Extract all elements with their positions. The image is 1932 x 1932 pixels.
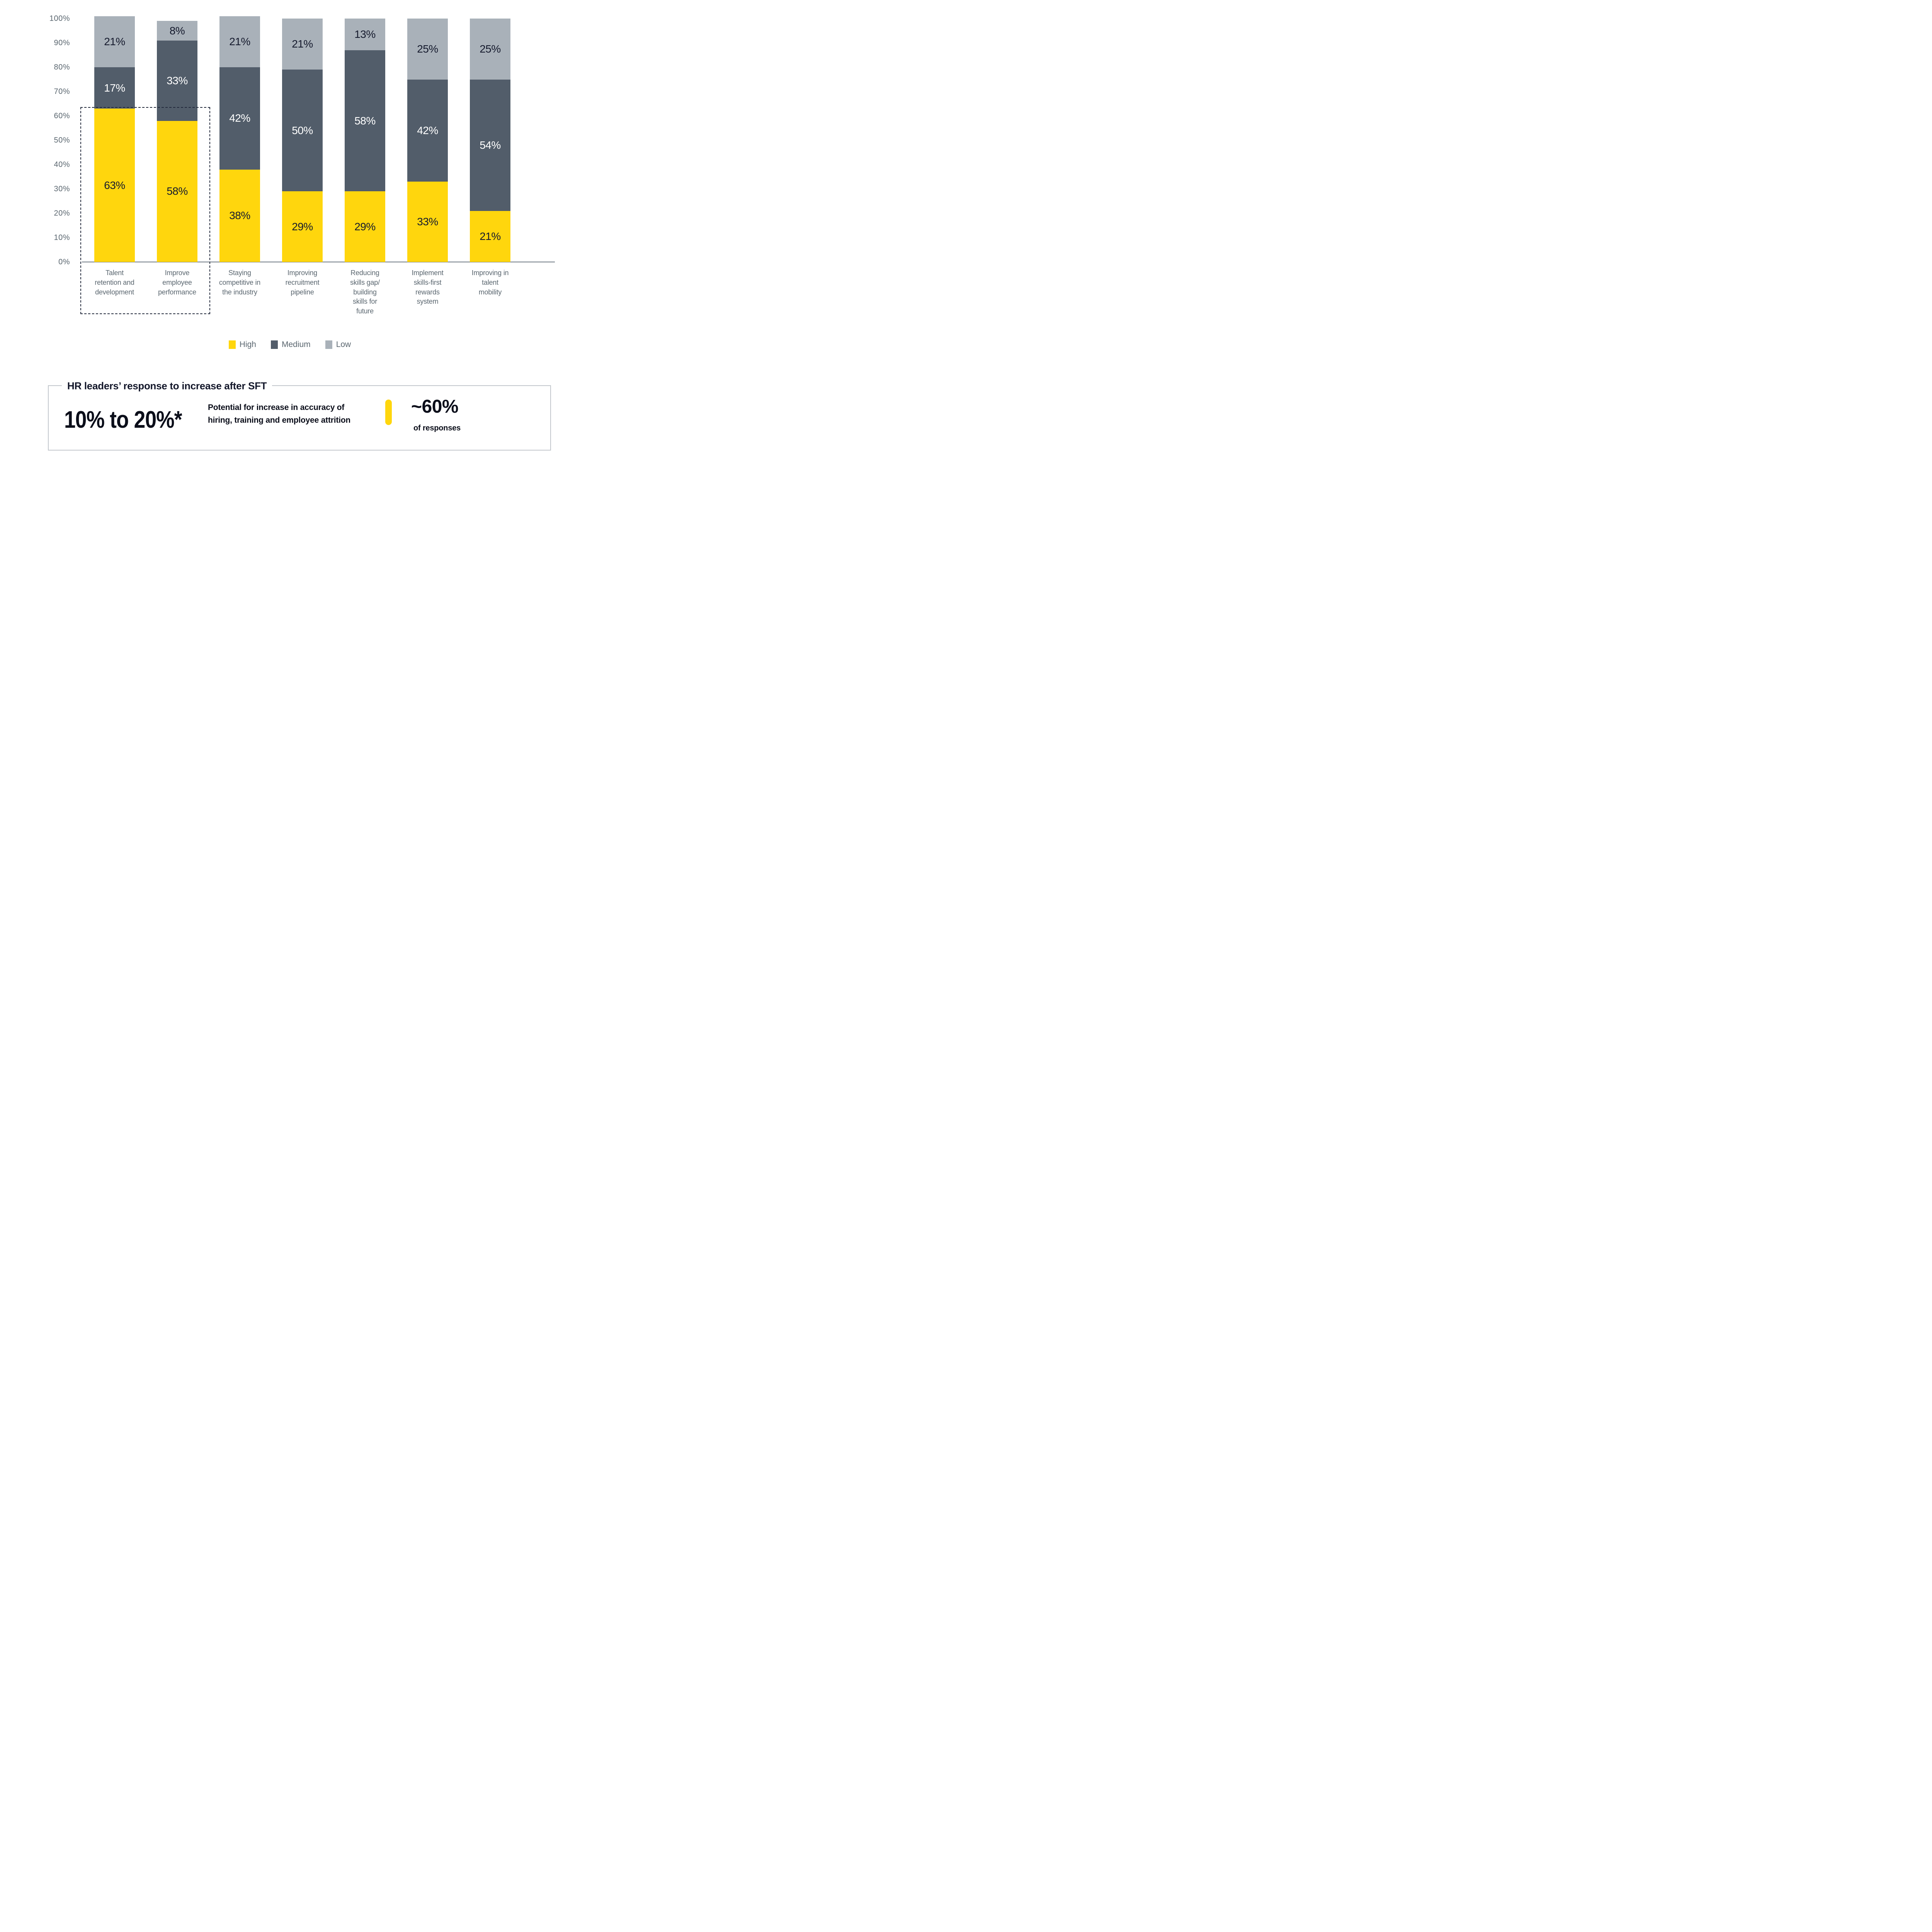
y-tick-label: 80% xyxy=(54,63,70,71)
data-label: 21% xyxy=(104,35,125,48)
y-tick-label: 20% xyxy=(54,209,70,218)
bar-4: 21% 50% 29% xyxy=(282,19,323,262)
callout-description: Potential for increase in accuracy of hi… xyxy=(208,403,351,425)
legend-swatch-high xyxy=(228,340,236,349)
y-tick-label: 30% xyxy=(54,185,70,193)
bar-segment-medium: 42% xyxy=(407,79,448,182)
bar-segment-low: 25% xyxy=(470,19,510,80)
data-label: 42% xyxy=(229,112,250,124)
bar-segment-low: 25% xyxy=(407,19,448,80)
bar-segment-medium: 42% xyxy=(219,67,260,170)
bar-6: 25% 42% 33% xyxy=(407,19,448,262)
bar-5: 13% 58% 29% xyxy=(345,19,385,262)
data-label: 63% xyxy=(104,179,125,191)
data-label: 42% xyxy=(417,124,438,136)
legend-swatch-low xyxy=(325,340,332,349)
data-label: 13% xyxy=(354,28,376,40)
bar-7: 25% 54% 21% xyxy=(470,19,510,262)
data-label: 58% xyxy=(354,114,376,127)
bar-segment-low: 21% xyxy=(94,16,135,68)
bar-segment-high: 63% xyxy=(94,109,135,262)
bar-1: 21% 17% 63% xyxy=(94,16,135,262)
figure: 0% 10% 20% 30% 40% 50% 60% 70% 80% 90% 100% 21% 17%… xyxy=(0,0,580,457)
legend-item-medium: Medium xyxy=(270,340,311,349)
bar-segment-low: 21% xyxy=(282,19,323,70)
data-label: 38% xyxy=(229,209,250,222)
y-tick-label: 10% xyxy=(54,233,70,242)
data-label: 21% xyxy=(292,38,313,50)
legend-swatch-medium xyxy=(270,340,278,349)
bar-segment-high: 21% xyxy=(470,211,510,262)
x-axis-category-label: Implement skills-first rewards system xyxy=(412,269,444,306)
y-tick-label: 90% xyxy=(54,39,70,47)
bar-segment-medium: 58% xyxy=(345,50,385,192)
data-label: 29% xyxy=(354,220,376,233)
callout-stat-value: ~60% xyxy=(411,396,459,417)
callout-box: HR leaders’ response to increase after S… xyxy=(48,380,551,451)
bar-segment-high: 38% xyxy=(219,169,260,262)
y-tick-label: 70% xyxy=(54,87,70,96)
x-axis-category-label: Talent retention and development xyxy=(95,269,134,296)
bar-segment-high: 33% xyxy=(407,182,448,262)
x-axis-category-label: Reducing skills gap/ building skills for… xyxy=(350,269,380,315)
bar-segment-medium: 33% xyxy=(157,40,197,121)
data-label: 33% xyxy=(417,216,438,228)
y-tick-label: 50% xyxy=(54,136,70,145)
legend-label: High xyxy=(239,340,256,349)
x-axis-category-label: Staying competitive in the industry xyxy=(219,269,261,296)
data-label: 29% xyxy=(292,220,313,233)
data-label: 33% xyxy=(167,74,188,87)
data-label: 58% xyxy=(167,185,188,197)
x-axis-category-label: Improving in talent mobility xyxy=(471,269,509,296)
x-axis-category-label: Improve employee performance xyxy=(158,269,196,296)
bar-segment-high: 29% xyxy=(345,191,385,262)
bar-2: 8% 33% 58% xyxy=(157,21,197,262)
legend: High Medium Low xyxy=(0,340,580,349)
legend-label: Low xyxy=(336,340,351,349)
bar-segment-low: 13% xyxy=(345,19,385,50)
data-label: 54% xyxy=(480,139,501,151)
bar-segment-low: 8% xyxy=(157,21,197,41)
bar-segment-medium: 50% xyxy=(282,70,323,192)
data-label: 25% xyxy=(417,43,438,55)
callout-title: HR leaders’ response to increase after S… xyxy=(62,380,272,392)
data-label: 21% xyxy=(480,230,501,242)
x-axis-category-label: Improving recruitment pipeline xyxy=(285,269,320,296)
bar-segment-high: 29% xyxy=(282,191,323,262)
legend-label: Medium xyxy=(281,340,311,349)
data-label: 8% xyxy=(169,24,185,37)
y-tick-label: 60% xyxy=(54,112,70,120)
data-label: 17% xyxy=(104,82,125,94)
y-tick-label: 0% xyxy=(58,258,70,266)
bar-segment-high: 58% xyxy=(157,121,197,262)
callout-big-number: 10% to 20%* xyxy=(64,406,182,433)
callout-stat-caption: of responses xyxy=(413,424,461,432)
data-label: 50% xyxy=(292,124,313,136)
y-tick-label: 100% xyxy=(49,14,70,23)
legend-item-high: High xyxy=(228,340,256,349)
y-tick-label: 40% xyxy=(54,160,70,169)
bar-segment-medium: 17% xyxy=(94,67,135,109)
legend-item-low: Low xyxy=(325,340,351,349)
data-label: 21% xyxy=(229,35,250,48)
bar-segment-medium: 54% xyxy=(470,79,510,211)
bar-segment-low: 21% xyxy=(219,16,260,68)
data-label: 25% xyxy=(480,43,501,55)
yellow-divider-pill xyxy=(385,400,392,425)
bar-3: 21% 42% 38% xyxy=(219,16,260,262)
